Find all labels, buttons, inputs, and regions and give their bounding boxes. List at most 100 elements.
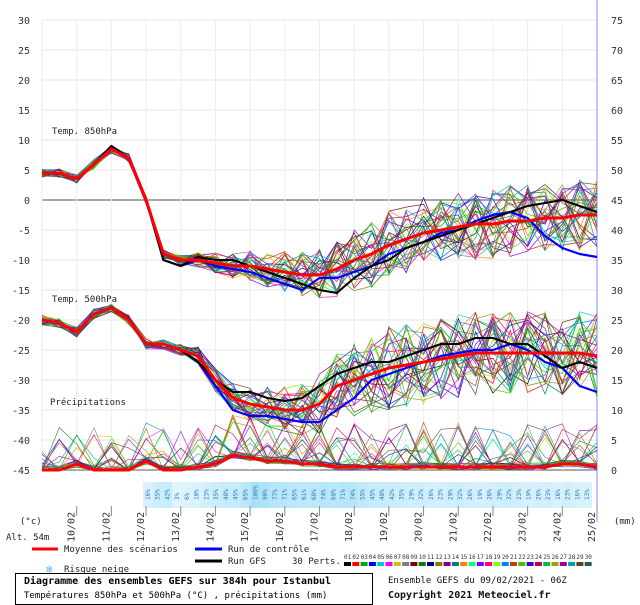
y2-tick-label: 15 — [611, 376, 623, 387]
y2-tick-label: 50 — [611, 166, 623, 177]
snow-risk-cell — [504, 482, 514, 508]
snow-risk-value: 16% — [555, 489, 562, 500]
snow-risk-value: 74% — [350, 489, 357, 500]
chart-subtitle: Températures 850hPa et 500hPa (°C) , pré… — [24, 591, 328, 601]
date-label: 20/02 — [414, 512, 425, 542]
right-unit-label: (mm) — [614, 517, 636, 527]
snow-risk-band: 16% 35% 42% 3% 6% 10% 23% 35% 48% 45% 65% 100% 90% 77… — [143, 482, 592, 508]
pert-number: 07 — [394, 554, 402, 561]
snow-risk-cell — [182, 482, 192, 508]
date-axis: 10/02 11/02 12/02 13/02 14/02 15/02 16/02 17/02… — [67, 506, 598, 542]
snow-risk-cell — [347, 482, 358, 508]
perturbation-line-500 — [41, 309, 598, 418]
y-tick-label: 25 — [18, 46, 30, 57]
pert-number: 11 — [427, 554, 435, 561]
snow-risk-value: 55% — [360, 489, 367, 500]
snow-risk-cell — [279, 482, 290, 508]
snow-risk-value: 13% — [584, 489, 591, 500]
snow-risk-cell — [367, 482, 378, 508]
pert-number: 21 — [510, 554, 518, 561]
snow-risk-cell — [299, 482, 309, 508]
y2-tick-label: 25 — [611, 316, 623, 327]
y-tick-label: -35 — [12, 406, 30, 417]
pert-number: 13 — [444, 554, 452, 561]
perturbation-legend: 01 02 03 04 05 06 07 08 09 10 11 12 13 14 15 16 17 18 19 20… — [344, 554, 592, 566]
snow-risk-value: 61% — [301, 489, 308, 500]
pert-swatch — [576, 562, 584, 566]
pert-number: 12 — [435, 554, 443, 561]
pert-swatch — [344, 562, 351, 566]
date-label: 25/02 — [587, 512, 598, 542]
copyright-label: Copyright 2021 Meteociel.fr — [388, 590, 551, 601]
snow-risk-cell — [416, 482, 427, 508]
date-label: 21/02 — [448, 512, 459, 542]
y2-tick-label: 65 — [611, 76, 623, 87]
pert-swatch — [485, 562, 493, 566]
snow-risk-cell — [484, 482, 495, 508]
snow-risk-value: 29% — [408, 489, 415, 500]
snow-risk-value: 10% — [194, 489, 201, 500]
date-label: 16/02 — [275, 512, 286, 542]
y2-tick-label: 60 — [611, 106, 623, 117]
snow-risk-cell — [552, 482, 563, 508]
panel-label-t500: Temp. 500hPa — [52, 295, 117, 305]
date-label: 12/02 — [136, 512, 147, 542]
pert-number: 04 — [369, 554, 377, 561]
date-label: 19/02 — [379, 512, 390, 542]
pert-number: 01 — [344, 554, 352, 561]
snow-risk-value: 23% — [516, 489, 523, 500]
snow-risk-cell — [455, 482, 466, 508]
pert-swatch — [510, 562, 517, 566]
snow-risk-cell — [406, 482, 417, 508]
snow-risk-cell — [289, 482, 300, 508]
y-tick-label: -20 — [12, 316, 30, 327]
pert-swatch — [410, 562, 418, 566]
pert-swatch — [385, 562, 393, 566]
snow-risk-cell — [172, 482, 183, 508]
ensemble-run-label: Ensemble GEFS du 09/02/2021 - 06Z — [388, 576, 567, 586]
pert-swatch — [551, 562, 559, 566]
snow-risk-value: 35% — [399, 489, 406, 500]
pert-number: 19 — [493, 554, 501, 561]
snow-risk-value: 35% — [155, 489, 162, 500]
pert-swatch — [501, 562, 509, 566]
pert-number: 24 — [535, 554, 543, 561]
snow-risk-cell — [250, 482, 261, 508]
pert-number: 20 — [502, 554, 510, 561]
pert-number: 18 — [485, 554, 493, 561]
date-label: 11/02 — [101, 512, 112, 542]
snow-risk-value: 48% — [223, 489, 230, 500]
y-tick-label: -10 — [12, 256, 30, 267]
snow-risk-cell — [230, 482, 241, 508]
series-precip-moyenne-des-scénarios — [42, 453, 598, 472]
snow-risk-value: 90% — [262, 489, 269, 500]
y2-tick-label: 20 — [611, 346, 623, 357]
y-tick-label: 20 — [18, 76, 30, 87]
snowflake-icon: ❄ — [46, 563, 53, 576]
pert-number: 17 — [477, 554, 485, 561]
pert-swatch — [584, 562, 592, 566]
legend-gfs-label: Run GFS — [228, 557, 266, 567]
y-tick-label: -15 — [12, 286, 30, 297]
chart-title: Diagramme des ensembles GEFS sur 384h po… — [24, 576, 332, 587]
snow-risk-value: 42% — [389, 489, 396, 500]
pert-swatch — [360, 562, 368, 566]
pert-swatch — [368, 562, 376, 566]
snow-risk-cell — [426, 482, 436, 508]
snow-risk-cell — [221, 482, 231, 508]
y-tick-label: 0 — [24, 196, 30, 207]
pert-swatch — [534, 562, 542, 566]
snow-risk-cell — [435, 482, 446, 508]
pert-swatch — [518, 562, 526, 566]
snow-risk-value: 71% — [340, 489, 347, 500]
snow-risk-value: 74% — [321, 489, 328, 500]
y-tick-label: 30 — [18, 16, 30, 27]
legend-snow-label: Risque neige — [64, 565, 129, 575]
left-axis: 30 25 20 15 10 5 0 -5 -10 -15 -20 -25 -30 -35 -40 -45 — [12, 16, 30, 477]
snow-risk-value: 65% — [291, 489, 298, 500]
panel-label-precip: Précipitations — [50, 397, 126, 408]
pert-swatch — [427, 562, 434, 566]
snow-risk-cell — [240, 482, 251, 508]
